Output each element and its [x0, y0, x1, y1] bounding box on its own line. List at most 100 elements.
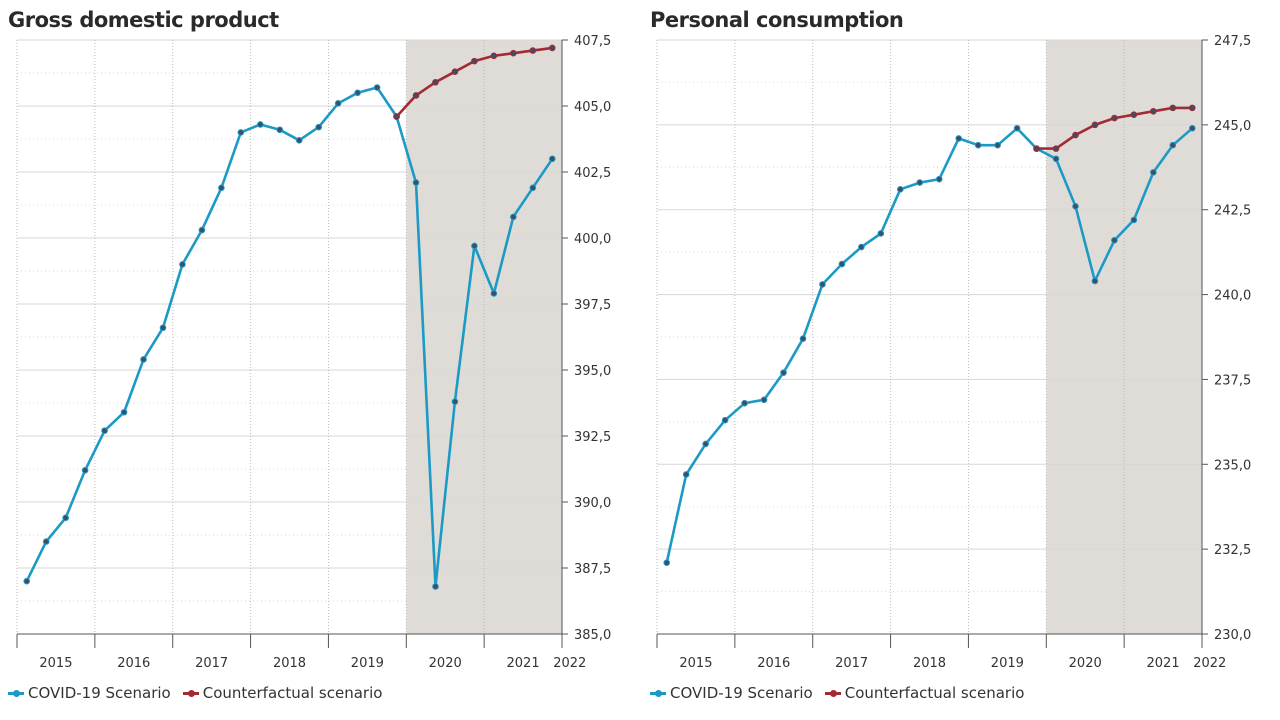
- consumption-data-point[interactable]: [858, 243, 865, 251]
- consumption-x-tick-label: 2018: [913, 656, 946, 671]
- consumption-x-tick-label: 2022: [1193, 656, 1226, 671]
- legend-line-marker-icon: [182, 686, 199, 700]
- gdp-y-tick-label: 407,5: [574, 34, 611, 49]
- gdp-x-tick-label: 2022: [553, 656, 586, 671]
- gdp-data-point[interactable]: [471, 57, 478, 65]
- gdp-data-point[interactable]: [218, 184, 225, 192]
- consumption-data-point[interactable]: [1150, 107, 1157, 115]
- consumption-x-tick-label: 2017: [835, 656, 868, 671]
- gdp-data-point[interactable]: [198, 226, 206, 234]
- gdp-y-tick-label: 405,0: [574, 100, 611, 115]
- gdp-data-point[interactable]: [393, 113, 400, 120]
- gdp-data-point[interactable]: [354, 89, 361, 97]
- consumption-data-point[interactable]: [838, 260, 846, 268]
- gdp-legend-covid[interactable]: COVID-19 Scenario: [8, 684, 171, 702]
- consumption-data-point[interactable]: [877, 230, 885, 237]
- consumption-legend-covid-label: COVID-19 Scenario: [670, 684, 813, 702]
- gdp-x-tick-label: 2020: [429, 656, 462, 671]
- consumption-data-point[interactable]: [663, 559, 671, 567]
- gdp-data-point[interactable]: [412, 179, 420, 186]
- consumption-data-point[interactable]: [1091, 121, 1099, 129]
- consumption-data-point[interactable]: [1130, 111, 1138, 118]
- consumption-data-point[interactable]: [1169, 141, 1177, 149]
- gdp-data-point[interactable]: [412, 92, 420, 99]
- gdp-data-point[interactable]: [179, 261, 186, 268]
- gdp-data-point[interactable]: [101, 427, 108, 435]
- consumption-data-point[interactable]: [974, 141, 982, 149]
- consumption-data-point[interactable]: [1130, 216, 1138, 224]
- gdp-data-point[interactable]: [432, 583, 439, 590]
- consumption-data-point[interactable]: [955, 135, 962, 142]
- consumption-y-tick-label: 235,0: [1214, 458, 1251, 473]
- gdp-data-point[interactable]: [140, 356, 147, 363]
- consumption-series-line-covid: [665, 127, 1194, 563]
- gdp-data-point[interactable]: [315, 123, 322, 131]
- gdp-data-point[interactable]: [257, 121, 264, 128]
- gdp-data-point[interactable]: [548, 44, 556, 52]
- consumption-data-point[interactable]: [897, 186, 904, 193]
- consumption-legend-counterfactual[interactable]: Counterfactual scenario: [824, 684, 1025, 702]
- gdp-data-point[interactable]: [510, 213, 517, 221]
- consumption-data-point[interactable]: [1052, 155, 1060, 163]
- gdp-data-point[interactable]: [490, 52, 498, 60]
- gdp-data-point[interactable]: [451, 68, 459, 75]
- consumption-data-point[interactable]: [1150, 169, 1157, 176]
- consumption-data-point[interactable]: [1188, 104, 1196, 112]
- gdp-chart: 385,0 387,5 390,0 392,5 395,0 397,5 400,0 402,5…: [16, 34, 611, 671]
- consumption-data-point[interactable]: [916, 179, 924, 186]
- gdp-data-point[interactable]: [23, 577, 31, 585]
- gdp-data-point[interactable]: [451, 398, 459, 405]
- gdp-data-point[interactable]: [237, 129, 245, 136]
- gdp-data-point[interactable]: [42, 538, 50, 545]
- gdp-data-point[interactable]: [432, 78, 439, 86]
- gdp-data-point[interactable]: [529, 47, 537, 54]
- gdp-data-point[interactable]: [159, 324, 167, 332]
- consumption-data-point[interactable]: [1169, 104, 1177, 112]
- consumption-data-point[interactable]: [682, 471, 690, 478]
- gdp-data-point[interactable]: [490, 290, 498, 297]
- consumption-y-tick-label: 232,5: [1214, 543, 1251, 558]
- gdp-data-point[interactable]: [510, 49, 517, 57]
- gdp-data-point[interactable]: [62, 514, 69, 522]
- gdp-data-point[interactable]: [471, 242, 478, 250]
- gdp-data-point[interactable]: [81, 467, 89, 474]
- consumption-data-point[interactable]: [1033, 145, 1040, 152]
- gdp-data-point[interactable]: [295, 137, 303, 144]
- consumption-data-point[interactable]: [1072, 203, 1079, 210]
- consumption-legend-counterfactual-label: Counterfactual scenario: [844, 684, 1025, 702]
- gdp-x-tick-label: 2015: [39, 656, 72, 671]
- consumption-data-point[interactable]: [819, 281, 826, 288]
- consumption-data-point[interactable]: [1091, 277, 1099, 285]
- gdp-data-point[interactable]: [334, 100, 342, 107]
- consumption-data-point[interactable]: [1111, 236, 1118, 244]
- consumption-data-point[interactable]: [780, 369, 787, 376]
- gdp-data-point[interactable]: [373, 84, 381, 91]
- gdp-y-tick-label: 385,0: [574, 628, 611, 643]
- consumption-x-tick-label: 2016: [757, 656, 790, 671]
- consumption-data-point[interactable]: [1013, 124, 1021, 132]
- consumption-data-point[interactable]: [741, 399, 748, 407]
- consumption-data-point[interactable]: [1188, 124, 1196, 132]
- consumption-data-point[interactable]: [994, 141, 1001, 149]
- gdp-legend-counterfactual[interactable]: Counterfactual scenario: [182, 684, 382, 702]
- gdp-y-tick-label: 397,5: [574, 298, 611, 313]
- gdp-y-tick-label: 390,0: [574, 496, 611, 511]
- consumption-data-point[interactable]: [1072, 131, 1079, 139]
- consumption-data-point[interactable]: [1052, 145, 1060, 152]
- gdp-data-point[interactable]: [548, 155, 556, 163]
- consumption-legend-covid[interactable]: COVID-19 Scenario: [650, 684, 813, 702]
- consumption-data-point[interactable]: [721, 416, 729, 424]
- consumption-x-tick-label: 2015: [679, 656, 712, 671]
- consumption-data-point[interactable]: [702, 440, 709, 448]
- consumption-data-point[interactable]: [935, 175, 943, 183]
- consumption-y-tick-label: 247,5: [1214, 34, 1251, 49]
- consumption-data-point[interactable]: [1111, 114, 1118, 122]
- consumption-chart-panel: Personal consumption 230,0 232,5 235,0 237,…: [640, 0, 1280, 720]
- consumption-data-point[interactable]: [799, 335, 807, 342]
- consumption-y-tick-label: 230,0: [1214, 628, 1251, 643]
- gdp-data-point[interactable]: [120, 408, 128, 416]
- gdp-data-point[interactable]: [276, 126, 284, 134]
- consumption-data-point[interactable]: [760, 396, 768, 404]
- gdp-data-point[interactable]: [529, 184, 537, 192]
- legend-line-marker-icon: [824, 686, 841, 700]
